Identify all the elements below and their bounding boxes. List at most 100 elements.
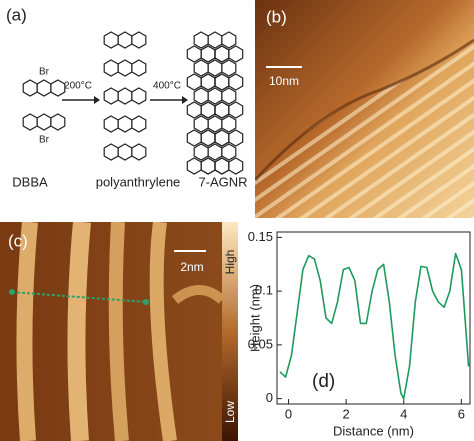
ring — [50, 113, 66, 131]
y-tick-label: 0.1 — [255, 283, 273, 298]
ring — [186, 45, 202, 63]
arrow-head — [94, 96, 100, 104]
ring — [186, 73, 202, 91]
ring — [228, 101, 244, 119]
ribbon — [16, 222, 38, 441]
molecule-name: 7-AGNR — [198, 174, 247, 189]
profile-end — [143, 299, 149, 305]
ribbon — [171, 285, 222, 305]
ring — [193, 87, 209, 105]
ring — [214, 101, 230, 119]
step-edge — [255, 38, 474, 182]
y-tick-label: 0.05 — [248, 336, 273, 351]
x-tick-label: 2 — [343, 406, 350, 421]
ring — [103, 87, 119, 105]
ring — [200, 157, 216, 175]
colorbar-label: Low — [223, 401, 237, 423]
ring — [228, 45, 244, 63]
ring — [103, 59, 119, 77]
ring — [228, 129, 244, 147]
panel-label: (b) — [266, 7, 287, 26]
ring — [117, 143, 133, 161]
ring — [228, 73, 244, 91]
ring — [117, 115, 133, 133]
ring — [200, 73, 216, 91]
molecule-name: polyanthrylene — [96, 174, 181, 189]
ribbon — [108, 222, 129, 441]
x-tick-label: 6 — [458, 406, 465, 421]
ring — [117, 87, 133, 105]
ring — [193, 31, 209, 49]
ring — [186, 157, 202, 175]
panel-label: (c) — [8, 231, 28, 250]
ring — [22, 113, 38, 131]
ring — [214, 157, 230, 175]
ring — [50, 79, 66, 97]
ring — [221, 115, 237, 133]
ring — [103, 115, 119, 133]
colorbar — [222, 222, 238, 441]
plot-frame — [276, 231, 471, 405]
ribbon — [149, 222, 177, 441]
y-axis-label: Height (nm) — [247, 284, 262, 352]
molecule-name: DBBA — [12, 174, 48, 189]
arrow-head — [182, 96, 188, 104]
ring — [103, 143, 119, 161]
ring — [36, 79, 52, 97]
ring — [221, 87, 237, 105]
substituent: Br — [39, 67, 50, 78]
panel-a: (a) Br Br 200°C 400°C DBBA polyanthrylen… — [6, 5, 248, 189]
ring — [207, 59, 223, 77]
ring — [117, 31, 133, 49]
ring — [221, 31, 237, 49]
ring — [186, 101, 202, 119]
panel-label: (d) — [312, 371, 335, 392]
ring — [221, 59, 237, 77]
ring — [103, 31, 119, 49]
profile-end — [9, 289, 15, 295]
x-tick-label: 0 — [285, 406, 292, 421]
scale-label: 10nm — [269, 74, 299, 88]
scale-label: 2nm — [180, 260, 203, 274]
ring — [207, 115, 223, 133]
ring — [22, 79, 38, 97]
ring — [193, 59, 209, 77]
ring — [200, 129, 216, 147]
substituent: Br — [39, 135, 50, 146]
ring — [228, 157, 244, 175]
ring — [214, 45, 230, 63]
panel-c: High Low (c) 2nm — [0, 222, 238, 441]
ring — [221, 143, 237, 161]
x-axis-label: Distance (nm) — [333, 423, 414, 438]
ribbon-texture — [255, 40, 474, 218]
step-label: 200°C — [64, 81, 92, 92]
ring — [186, 129, 202, 147]
ring — [131, 115, 147, 133]
profile-line — [279, 252, 470, 400]
profile-line — [11, 291, 147, 303]
colorbar-label: High — [223, 250, 237, 275]
ribbon — [67, 222, 91, 441]
panel-d: 0 0.05 0.1 0.15 0 2 4 6 Distance (nm) Height (nm)… — [247, 229, 471, 438]
ring — [207, 143, 223, 161]
ring — [200, 101, 216, 119]
ring — [193, 115, 209, 133]
y-tick-label: 0.15 — [248, 229, 273, 244]
ring — [131, 87, 147, 105]
x-tick-label: 4 — [400, 406, 407, 421]
panel-label: (a) — [6, 5, 27, 24]
ring — [131, 143, 147, 161]
ring — [207, 31, 223, 49]
ring — [200, 45, 216, 63]
ring — [131, 59, 147, 77]
ring — [36, 113, 52, 131]
step-label: 400°C — [153, 81, 181, 92]
ring — [214, 129, 230, 147]
ring — [214, 73, 230, 91]
ring — [117, 59, 133, 77]
ring — [131, 31, 147, 49]
ring — [193, 143, 209, 161]
panel-b: (b) 10nm — [255, 0, 474, 218]
y-tick-label: 0 — [266, 390, 273, 405]
